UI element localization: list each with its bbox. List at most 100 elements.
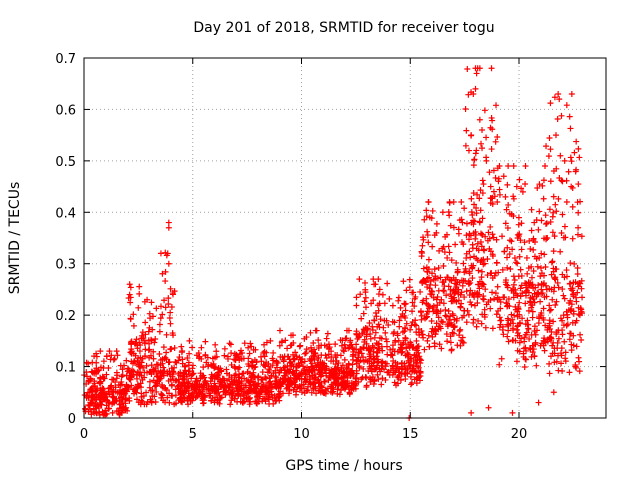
- data-point: [149, 393, 156, 400]
- data-point: [150, 313, 157, 320]
- data-point: [404, 350, 411, 357]
- data-point: [508, 311, 515, 318]
- data-point: [383, 338, 390, 345]
- data-point: [167, 309, 174, 316]
- data-point: [140, 334, 147, 341]
- data-point: [546, 335, 553, 342]
- data-point: [457, 342, 464, 349]
- data-point: [563, 102, 570, 109]
- data-point: [429, 333, 436, 340]
- data-point: [389, 362, 396, 369]
- data-point: [144, 296, 151, 303]
- data-point: [509, 316, 516, 323]
- data-point: [259, 376, 266, 383]
- data-point: [563, 267, 570, 274]
- data-point: [494, 134, 501, 141]
- data-point: [178, 390, 185, 397]
- data-point: [317, 359, 324, 366]
- data-point: [381, 300, 388, 307]
- data-point: [475, 317, 482, 324]
- data-point: [447, 339, 454, 346]
- data-point: [553, 329, 560, 336]
- data-point: [552, 201, 559, 208]
- data-point: [555, 284, 562, 291]
- data-point: [409, 299, 416, 306]
- data-point: [496, 191, 503, 198]
- data-point: [473, 70, 480, 77]
- data-point: [521, 345, 528, 352]
- data-point: [495, 307, 502, 314]
- data-point: [374, 345, 381, 352]
- data-point: [241, 388, 248, 395]
- data-point: [177, 369, 184, 376]
- data-point: [538, 217, 545, 224]
- data-point: [338, 387, 345, 394]
- data-point: [267, 337, 274, 344]
- data-point: [522, 292, 529, 299]
- data-point: [507, 320, 514, 327]
- y-tick-label: 0.2: [55, 309, 76, 324]
- data-point: [578, 233, 585, 240]
- data-point: [575, 145, 582, 152]
- data-point: [184, 354, 191, 361]
- data-point: [387, 346, 394, 353]
- data-point: [212, 354, 219, 361]
- data-point: [212, 364, 219, 371]
- data-point: [371, 317, 378, 324]
- data-point: [519, 315, 526, 322]
- data-point: [308, 389, 315, 396]
- data-point: [550, 339, 557, 346]
- data-point: [126, 397, 133, 404]
- data-point: [447, 333, 454, 340]
- data-point: [491, 193, 498, 200]
- data-point: [553, 358, 560, 365]
- data-point: [413, 380, 420, 387]
- data-point: [219, 375, 226, 382]
- data-point: [163, 356, 170, 363]
- data-point: [478, 243, 485, 250]
- data-point: [271, 395, 278, 402]
- data-point: [195, 350, 202, 357]
- data-point: [202, 351, 209, 358]
- data-point: [423, 300, 430, 307]
- data-point: [458, 337, 465, 344]
- data-point: [557, 152, 564, 159]
- data-point: [530, 268, 537, 275]
- data-point: [353, 341, 360, 348]
- data-point: [540, 177, 547, 184]
- data-point: [458, 300, 465, 307]
- data-point: [462, 105, 469, 112]
- data-point: [462, 278, 469, 285]
- data-point: [479, 177, 486, 184]
- data-point: [433, 220, 440, 227]
- data-point: [297, 342, 304, 349]
- data-point: [455, 297, 462, 304]
- data-point: [549, 258, 556, 265]
- data-point: [574, 231, 581, 238]
- data-point: [150, 377, 157, 384]
- data-point: [365, 346, 372, 353]
- data-point: [285, 376, 292, 383]
- data-point: [200, 397, 207, 404]
- data-point: [276, 342, 283, 349]
- data-point: [178, 349, 185, 356]
- data-point: [277, 388, 284, 395]
- data-point: [306, 356, 313, 363]
- data-point: [467, 232, 474, 239]
- data-point: [447, 291, 454, 298]
- chart-title: Day 201 of 2018, SRMTID for receiver tog…: [193, 20, 494, 36]
- data-point: [515, 214, 522, 221]
- data-point: [576, 154, 583, 161]
- data-point: [435, 264, 442, 271]
- data-point: [262, 398, 269, 405]
- data-point: [546, 206, 553, 213]
- data-point: [323, 370, 330, 377]
- data-point: [221, 352, 228, 359]
- data-point: [311, 356, 318, 363]
- data-point: [431, 266, 438, 273]
- data-point: [516, 299, 523, 306]
- data-point: [394, 363, 401, 370]
- data-point: [516, 253, 523, 260]
- data-point: [375, 376, 382, 383]
